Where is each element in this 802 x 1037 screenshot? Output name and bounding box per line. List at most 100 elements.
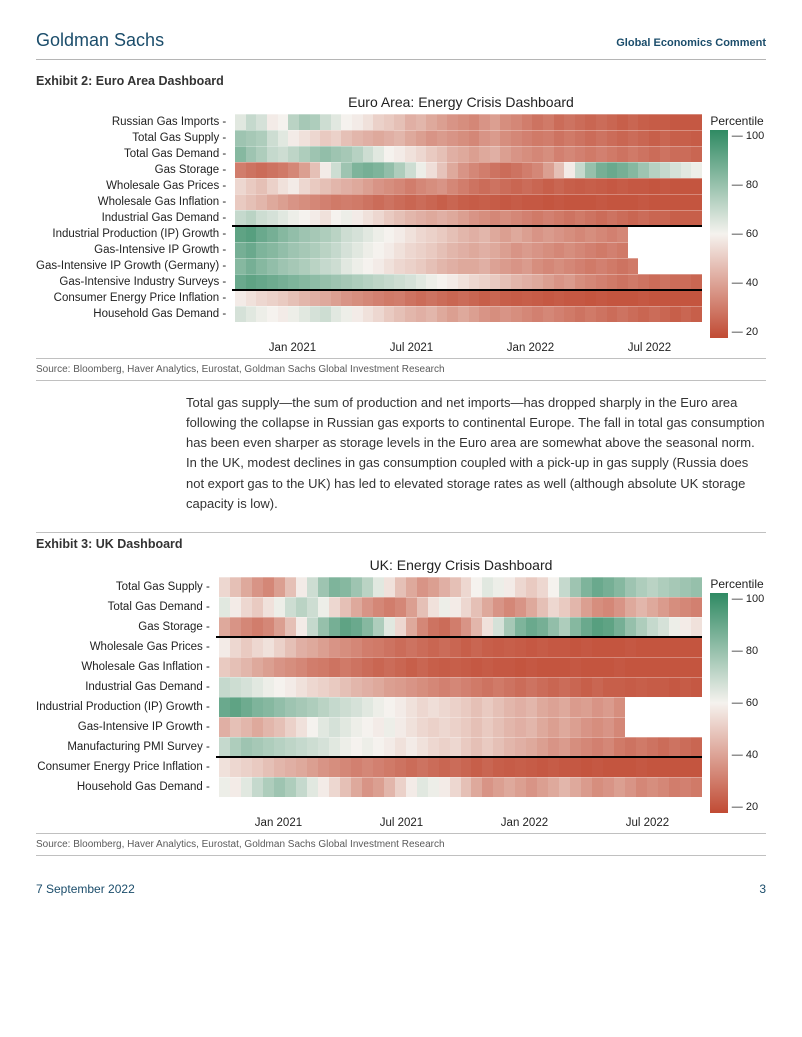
heatmap-cell [585,242,596,258]
heatmap-cell [256,274,267,290]
heatmap-cell [570,737,581,757]
heatmap-cell [592,757,603,777]
heatmap-cell [548,717,559,737]
heatmap-cell [526,677,537,697]
heatmap-cell [479,258,490,274]
heatmap-cell [461,777,472,797]
heatmap-cell [543,146,554,162]
heatmap-cell [581,657,592,677]
heatmap-cell [570,617,581,637]
row-label: Manufacturing PMI Survey - [67,737,210,757]
heatmap-cell [522,258,533,274]
heatmap-cell [395,637,406,657]
heatmap-cell [670,194,681,210]
heatmap-cell [490,114,501,130]
heatmap-cell [660,242,671,258]
heatmap-cell [469,146,480,162]
heatmap-cell [241,737,252,757]
heatmap-cell [504,577,515,597]
heatmap-cell [426,130,437,146]
heatmap-cell [406,617,417,637]
heatmap-cell [450,637,461,657]
heatmap-cell [362,717,373,737]
heatmap-cell [596,306,607,322]
heatmap-cell [363,274,374,290]
heatmap-cell [219,617,230,637]
heatmap-cell [285,697,296,717]
heatmap-cell [246,178,257,194]
heatmap-row [216,757,702,777]
x-tick: Jul 2021 [390,342,433,354]
page-footer: 7 September 2022 3 [36,876,766,896]
row-label: Total Gas Demand - [124,146,226,162]
heatmap-cell [585,162,596,178]
heatmap-cell [394,226,405,242]
heatmap-cell [649,130,660,146]
heatmap-cell [416,242,427,258]
heatmap-cell [543,290,554,306]
heatmap-cell [299,210,310,226]
heatmap-cell [603,677,614,697]
heatmap-cell [246,290,257,306]
heatmap-cell [649,258,660,274]
body-paragraph: Total gas supply—the sum of production a… [186,393,766,514]
heatmap-cell [617,162,628,178]
heatmap-cell [628,242,639,258]
heatmap-cell [490,226,501,242]
heatmap-cell [278,242,289,258]
heatmap-cell [515,717,526,737]
heatmap-cell [649,226,660,242]
heatmap-cell [500,162,511,178]
heatmap-cell [235,274,246,290]
heatmap-cell [340,637,351,657]
heatmap-cell [428,657,439,677]
heatmap-cell [607,178,618,194]
heatmap-cell [426,146,437,162]
heatmap-cell [235,162,246,178]
heatmap-cell [570,677,581,697]
heatmap-cell [310,130,321,146]
heatmap-cell [320,130,331,146]
heatmap-cell [511,258,522,274]
heatmap-cell [504,637,515,657]
heatmap-cell [285,757,296,777]
heatmap-cell [490,194,501,210]
heatmap-cell [658,697,669,717]
colorbar-tick: — 60 [732,228,764,240]
heatmap-cell [263,697,274,717]
heatmap-cell [241,757,252,777]
heatmap-cell [363,178,374,194]
heatmap-cell [680,697,691,717]
heatmap-cell [581,597,592,617]
heatmap-cell [522,210,533,226]
heatmap-cell [296,777,307,797]
heatmap-cell [373,290,384,306]
heatmap-cell [285,677,296,697]
heatmap-cell [428,777,439,797]
heatmap-cell [450,717,461,737]
heatmap-cell [252,737,263,757]
heatmap-cell [493,777,504,797]
heatmap-cell [554,146,565,162]
heatmap-cell [416,114,427,130]
heatmap-cell [532,274,543,290]
heatmap-cell [288,306,299,322]
heatmap-cell [329,577,340,597]
heatmap-cell [340,617,351,637]
heatmap-cell [596,178,607,194]
heatmap-cell [493,717,504,737]
heatmap-cell [490,210,501,226]
heatmap-cell [504,617,515,637]
heatmap-cell [617,258,628,274]
heatmap-cell [219,737,230,757]
heatmap-cell [625,777,636,797]
heatmap-cell [341,178,352,194]
heatmap-cell [511,178,522,194]
heatmap-cell [263,757,274,777]
heatmap-cell [384,677,395,697]
heatmap-row [232,162,702,178]
heatmap-cell [543,114,554,130]
heatmap-cell [252,677,263,697]
heatmap-cell [479,242,490,258]
heatmap-cell [649,146,660,162]
